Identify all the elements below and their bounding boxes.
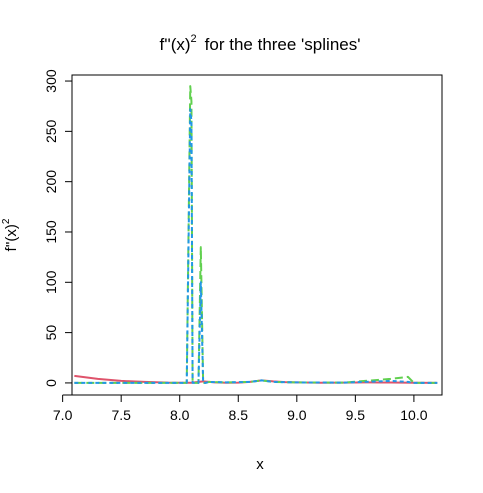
chart-title-main: f''(x) bbox=[160, 35, 191, 54]
y-tick-label: 50 bbox=[43, 325, 59, 341]
x-axis-label: x bbox=[256, 456, 264, 473]
y-tick-label: 100 bbox=[43, 270, 59, 294]
x-tick-label: 9.5 bbox=[346, 407, 366, 423]
y-tick-label: 300 bbox=[43, 69, 59, 93]
y-axis-label: f''(x)2 bbox=[1, 218, 20, 251]
y-axis-label-main: f''(x) bbox=[3, 224, 20, 251]
y-tick-label: 200 bbox=[43, 170, 59, 194]
series-line-3 bbox=[74, 108, 438, 384]
y-axis: 0 50 100 150 200 250 300 bbox=[43, 69, 73, 387]
chart-title: f''(x)2 for the three 'splines' bbox=[160, 33, 361, 54]
x-tick-label: 9.0 bbox=[287, 407, 307, 423]
y-tick-label: 0 bbox=[43, 379, 59, 387]
series-line-2 bbox=[74, 85, 438, 384]
y-axis-label-superscript: 2 bbox=[1, 218, 12, 224]
x-tick-label: 7.0 bbox=[53, 407, 73, 423]
plot-frame bbox=[71, 74, 443, 396]
chart-title-rest: for the three 'splines' bbox=[205, 35, 361, 54]
x-axis: 7.0 7.5 8.0 8.5 9.0 9.5 10.0 bbox=[53, 394, 428, 423]
y-tick-label: 250 bbox=[43, 119, 59, 143]
x-tick-label: 10.0 bbox=[400, 407, 427, 423]
x-tick-label: 8.5 bbox=[229, 407, 249, 423]
series-layer bbox=[74, 85, 438, 384]
x-tick-label: 7.5 bbox=[111, 407, 131, 423]
y-tick-label: 150 bbox=[43, 220, 59, 244]
chart-title-superscript: 2 bbox=[191, 33, 197, 45]
x-tick-label: 8.0 bbox=[170, 407, 190, 423]
